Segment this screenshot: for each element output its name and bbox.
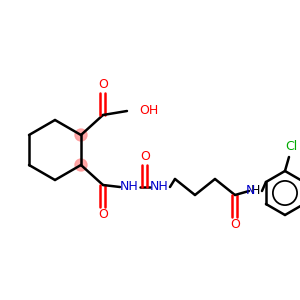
Text: NH: NH — [150, 181, 168, 194]
Text: O: O — [98, 79, 108, 92]
Text: NH: NH — [120, 181, 138, 194]
Text: H: H — [250, 184, 260, 197]
Text: O: O — [230, 218, 240, 232]
Circle shape — [75, 159, 87, 171]
Circle shape — [75, 129, 87, 141]
Text: O: O — [140, 151, 150, 164]
Text: N: N — [245, 184, 255, 197]
Text: Cl: Cl — [285, 140, 297, 152]
Text: OH: OH — [139, 103, 158, 116]
Text: O: O — [98, 208, 108, 221]
